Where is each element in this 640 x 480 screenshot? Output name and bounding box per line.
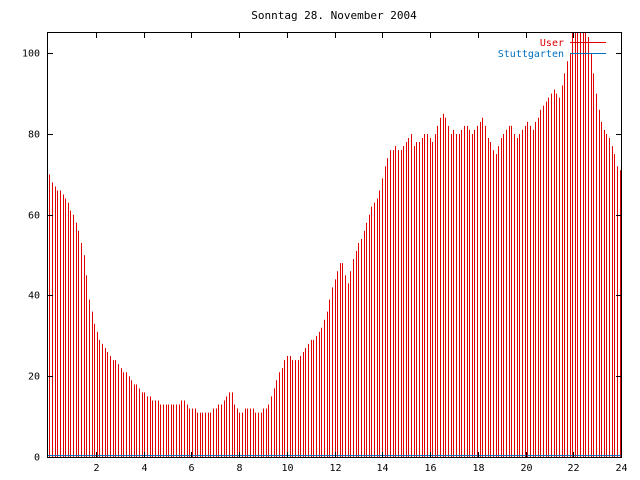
y-tick-label: 0 xyxy=(34,453,40,464)
plot-frame xyxy=(47,32,622,458)
x-tick-label: 8 xyxy=(236,463,242,474)
y-tick-label: 60 xyxy=(28,211,40,222)
x-tick-label: 18 xyxy=(472,463,484,474)
x-axis: 2 4 6 8 10 12 14 16 18 20 22 24 xyxy=(93,33,628,474)
y-tick-label: 100 xyxy=(22,49,40,60)
x-tick-label: 20 xyxy=(520,463,532,474)
x-tick-label: 4 xyxy=(141,463,147,474)
x-tick-label: 2 xyxy=(93,463,99,474)
bars-group xyxy=(49,33,621,457)
y-tick-label: 20 xyxy=(28,372,40,383)
y-tick-label: 40 xyxy=(28,291,40,302)
chart-title: Sonntag 28. November 2004 xyxy=(251,9,417,22)
x-tick-label: 22 xyxy=(567,463,579,474)
legend-label-stuttgarten: Stuttgarten xyxy=(498,49,564,60)
x-tick-label: 6 xyxy=(188,463,194,474)
x-tick-label: 24 xyxy=(615,463,627,474)
legend-label-user: User xyxy=(540,38,564,49)
x-tick-label: 10 xyxy=(281,463,293,474)
y-axis: 0 20 40 60 80 100 xyxy=(22,49,621,464)
x-tick-label: 12 xyxy=(329,463,341,474)
x-tick-label: 14 xyxy=(376,463,388,474)
y-tick-label: 80 xyxy=(28,130,40,141)
x-tick-label: 16 xyxy=(424,463,436,474)
legend: User Stuttgarten xyxy=(498,38,606,60)
